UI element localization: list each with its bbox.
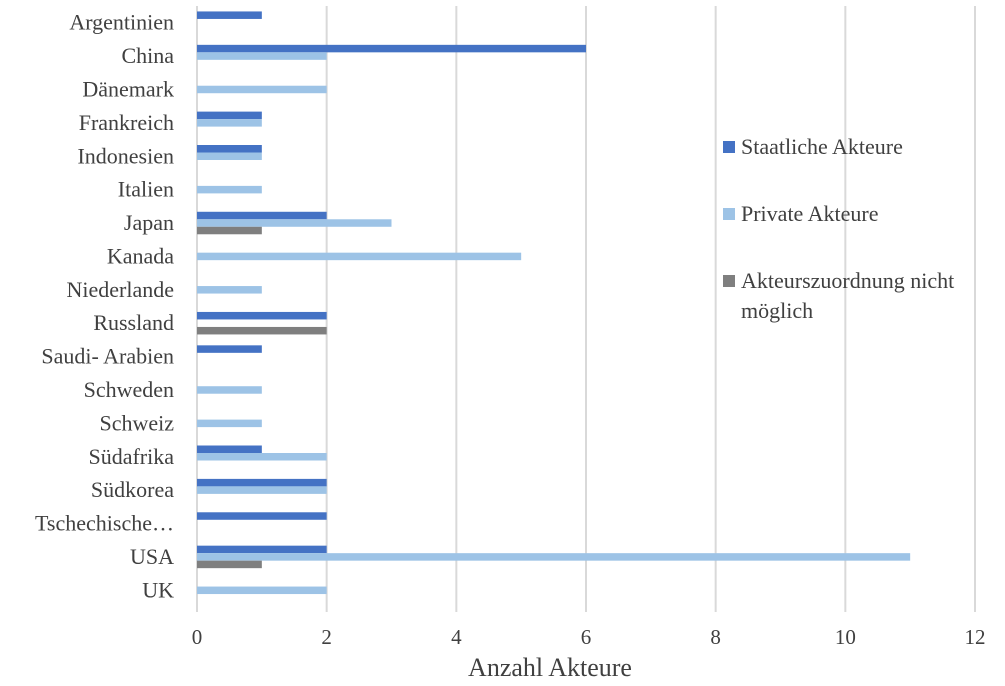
bar: [197, 52, 327, 60]
bar: [197, 145, 262, 153]
x-tick-label: 10: [835, 625, 856, 649]
bar: [197, 486, 327, 494]
x-tick-label: 2: [321, 625, 332, 649]
bar: [197, 553, 911, 561]
category-label: Russland: [93, 310, 174, 335]
category-label: Saudi- Arabien: [41, 344, 174, 369]
x-axis-title: Anzahl Akteure: [468, 653, 632, 682]
bar: [197, 252, 522, 261]
x-tick-label: 8: [710, 625, 721, 649]
category-label: Indonesien: [77, 143, 174, 168]
category-label: Italien: [118, 177, 174, 202]
bar: [197, 226, 262, 235]
category-label: Schweden: [84, 377, 174, 402]
bar: [197, 386, 262, 394]
category-label: Kanada: [107, 243, 174, 268]
bar: [197, 111, 262, 120]
bar: [197, 512, 327, 520]
legend-label: Akteurszuordnung nicht möglich: [741, 268, 954, 323]
bar: [197, 445, 262, 453]
legend-swatch: [723, 208, 735, 220]
bar: [197, 326, 327, 335]
bar: [197, 11, 262, 19]
category-label: UK: [142, 577, 174, 602]
bar: [197, 211, 327, 220]
category-label: Japan: [124, 210, 174, 235]
category-label: Argentinien: [69, 10, 174, 35]
x-tick-label: 0: [192, 625, 203, 649]
bar: [197, 453, 327, 461]
bar: [197, 219, 392, 227]
bar: [197, 44, 586, 53]
bars: [197, 11, 911, 595]
bar: [197, 560, 262, 569]
bar: [197, 478, 327, 487]
bar: [197, 311, 327, 320]
category-label: Tschechische…: [35, 511, 174, 536]
legend-label: Private Akteure: [741, 201, 878, 226]
bar: [197, 119, 262, 127]
legend-label: Staatliche Akteure: [741, 134, 903, 159]
x-tick-label: 6: [581, 625, 592, 649]
bar: [197, 185, 262, 194]
bar: [197, 152, 262, 160]
legend: Staatliche Akteure Private Akteure Akteurs…: [723, 134, 954, 323]
category-label: Niederlande: [67, 277, 175, 302]
category-label: Südkorea: [91, 477, 174, 502]
category-label: Dänemark: [82, 76, 174, 101]
legend-swatch: [723, 141, 735, 153]
category-label: Südafrika: [88, 444, 174, 469]
bar: [197, 586, 327, 595]
bar: [197, 85, 327, 94]
x-tick-label: 4: [451, 625, 462, 649]
x-tick-label: 12: [965, 625, 986, 649]
category-label: Schweiz: [99, 410, 174, 435]
bar: [197, 545, 327, 554]
legend-swatch: [723, 275, 735, 287]
x-tick-labels: 0 2 4 6 8 10 12: [192, 625, 986, 649]
bar: [197, 345, 262, 353]
category-label: Frankreich: [79, 110, 174, 135]
gridlines: [196, 6, 976, 612]
category-labels: Argentinien China Dänemark Frankreich Indone…: [35, 10, 174, 603]
bar: [197, 286, 262, 294]
category-label: USA: [130, 544, 174, 569]
category-label: China: [121, 43, 174, 68]
bar: [197, 419, 262, 428]
